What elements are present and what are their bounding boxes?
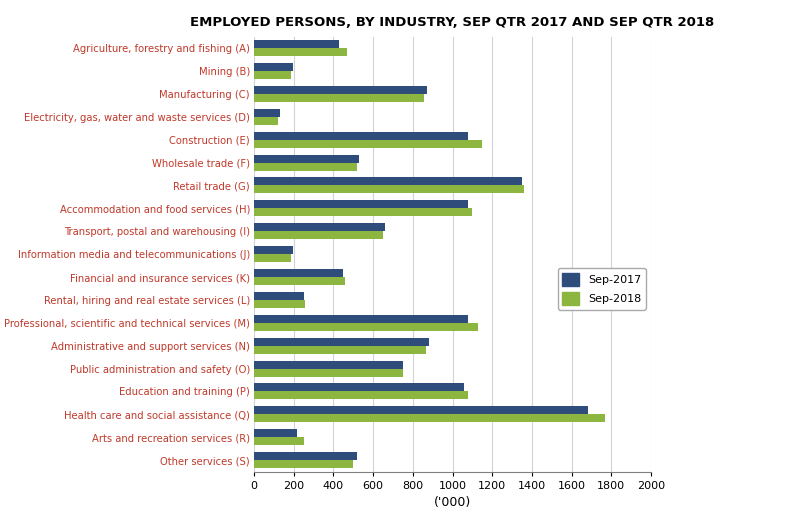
Bar (254, 155, 359, 162)
Bar (254, 231, 383, 239)
Bar (254, 162, 357, 171)
Bar (254, 246, 293, 254)
Bar (254, 209, 472, 216)
Bar (254, 361, 403, 368)
Bar (254, 86, 427, 94)
Bar (254, 109, 279, 117)
Bar (254, 117, 278, 125)
Bar (254, 414, 605, 422)
Bar (254, 63, 293, 71)
Bar (254, 71, 291, 79)
Bar (254, 337, 429, 346)
Bar (254, 300, 305, 308)
Bar (254, 40, 340, 48)
Bar (254, 437, 303, 445)
Bar (254, 269, 343, 277)
Bar (254, 185, 524, 193)
Bar (254, 429, 297, 437)
Bar (254, 368, 403, 377)
Bar (254, 94, 424, 102)
Bar (254, 407, 588, 414)
Bar (254, 178, 522, 185)
Bar (254, 391, 468, 399)
Bar (254, 384, 464, 391)
X-axis label: ('000): ('000) (434, 496, 471, 509)
Bar (254, 346, 426, 354)
Bar (254, 200, 468, 209)
Bar (254, 254, 291, 262)
Bar (254, 140, 482, 148)
Bar (254, 292, 303, 300)
Legend: Sep-2017, Sep-2018: Sep-2017, Sep-2018 (558, 268, 646, 310)
Bar (254, 223, 385, 231)
Bar (254, 48, 348, 56)
Bar (254, 315, 468, 323)
Bar (254, 277, 345, 285)
Bar (254, 452, 357, 460)
Bar (254, 132, 468, 140)
Bar (254, 323, 478, 331)
Title: EMPLOYED PERSONS, BY INDUSTRY, SEP QTR 2017 AND SEP QTR 2018: EMPLOYED PERSONS, BY INDUSTRY, SEP QTR 2… (191, 16, 715, 29)
Bar (254, 460, 353, 468)
